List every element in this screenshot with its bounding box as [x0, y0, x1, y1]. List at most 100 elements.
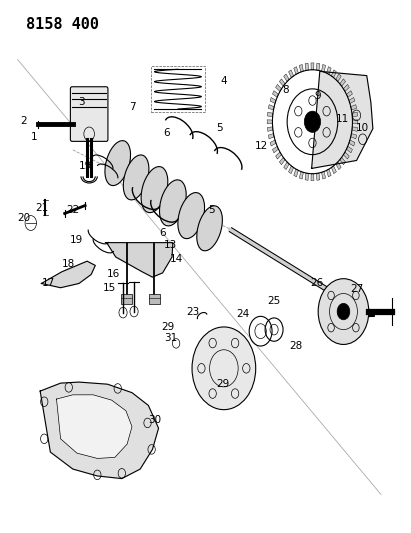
Bar [151, 66, 205, 112]
Circle shape [304, 111, 321, 132]
Polygon shape [316, 63, 320, 70]
Text: 4: 4 [221, 76, 227, 86]
Text: 28: 28 [289, 341, 303, 351]
Text: 3: 3 [78, 97, 84, 107]
Text: 27: 27 [351, 284, 364, 294]
Polygon shape [331, 70, 336, 78]
Polygon shape [311, 63, 314, 70]
Text: 6: 6 [159, 228, 166, 238]
Polygon shape [299, 172, 303, 179]
Polygon shape [268, 112, 273, 117]
Polygon shape [343, 84, 349, 92]
Ellipse shape [178, 192, 205, 239]
Text: 21: 21 [35, 203, 48, 213]
Text: 14: 14 [170, 254, 184, 263]
Polygon shape [305, 173, 309, 180]
Text: 15: 15 [103, 282, 116, 293]
Polygon shape [40, 382, 159, 479]
Polygon shape [270, 98, 276, 103]
Polygon shape [352, 112, 358, 117]
Polygon shape [279, 157, 285, 165]
Bar [121, 294, 132, 304]
Text: 7: 7 [129, 102, 135, 112]
Polygon shape [294, 67, 298, 75]
Polygon shape [289, 166, 293, 174]
Polygon shape [284, 162, 289, 169]
Polygon shape [321, 64, 326, 72]
Text: 31: 31 [164, 333, 178, 343]
Text: 19: 19 [70, 235, 83, 245]
Polygon shape [268, 134, 274, 139]
Polygon shape [284, 74, 289, 82]
Polygon shape [327, 67, 331, 75]
Polygon shape [289, 70, 293, 78]
Polygon shape [106, 243, 173, 277]
Polygon shape [351, 104, 357, 110]
Polygon shape [343, 152, 349, 159]
Polygon shape [336, 74, 341, 82]
Text: 5: 5 [208, 205, 215, 215]
Polygon shape [340, 157, 346, 165]
Bar [149, 294, 160, 304]
Polygon shape [353, 120, 358, 124]
Ellipse shape [159, 180, 186, 226]
Text: 23: 23 [186, 306, 199, 317]
Text: 16: 16 [107, 270, 120, 279]
Text: 24: 24 [236, 309, 249, 319]
Polygon shape [294, 169, 298, 177]
Circle shape [337, 303, 350, 320]
Polygon shape [349, 140, 355, 146]
Circle shape [192, 327, 256, 410]
Text: 19: 19 [79, 161, 92, 171]
Polygon shape [272, 146, 279, 153]
Ellipse shape [197, 206, 222, 251]
Text: 6: 6 [164, 128, 170, 138]
Text: 26: 26 [310, 278, 323, 288]
Text: 1: 1 [31, 132, 37, 142]
Polygon shape [346, 91, 352, 97]
Polygon shape [267, 120, 272, 124]
Polygon shape [352, 127, 358, 131]
Polygon shape [327, 169, 331, 177]
Polygon shape [299, 64, 303, 72]
Polygon shape [351, 134, 357, 139]
Polygon shape [272, 91, 279, 97]
Text: 11: 11 [336, 114, 349, 124]
Polygon shape [331, 166, 336, 174]
Polygon shape [56, 395, 132, 458]
Polygon shape [312, 71, 373, 168]
Ellipse shape [105, 141, 131, 185]
Text: 30: 30 [148, 415, 161, 425]
Text: 29: 29 [162, 322, 175, 333]
Polygon shape [336, 162, 341, 169]
Polygon shape [268, 127, 273, 131]
Text: 25: 25 [268, 296, 281, 306]
Polygon shape [268, 104, 274, 110]
Polygon shape [311, 174, 314, 181]
Text: 8: 8 [282, 85, 289, 95]
Circle shape [318, 279, 369, 344]
Ellipse shape [141, 167, 168, 213]
Polygon shape [305, 63, 309, 70]
Text: 5: 5 [217, 123, 223, 133]
Text: 18: 18 [62, 259, 75, 269]
Polygon shape [276, 84, 282, 92]
Polygon shape [349, 98, 355, 103]
Ellipse shape [123, 155, 149, 200]
Text: 9: 9 [314, 91, 321, 101]
Text: 13: 13 [164, 240, 178, 251]
Text: 10: 10 [356, 123, 369, 133]
Polygon shape [279, 79, 285, 86]
Polygon shape [321, 172, 326, 179]
Text: 2: 2 [21, 116, 27, 126]
Text: 8158 400: 8158 400 [26, 17, 99, 33]
FancyBboxPatch shape [70, 87, 108, 141]
Text: 29: 29 [216, 379, 229, 389]
Text: 20: 20 [17, 213, 30, 223]
Text: 22: 22 [66, 205, 79, 215]
Polygon shape [316, 173, 320, 180]
Polygon shape [276, 152, 282, 159]
Polygon shape [346, 146, 352, 153]
Polygon shape [340, 79, 346, 86]
Polygon shape [42, 261, 95, 288]
